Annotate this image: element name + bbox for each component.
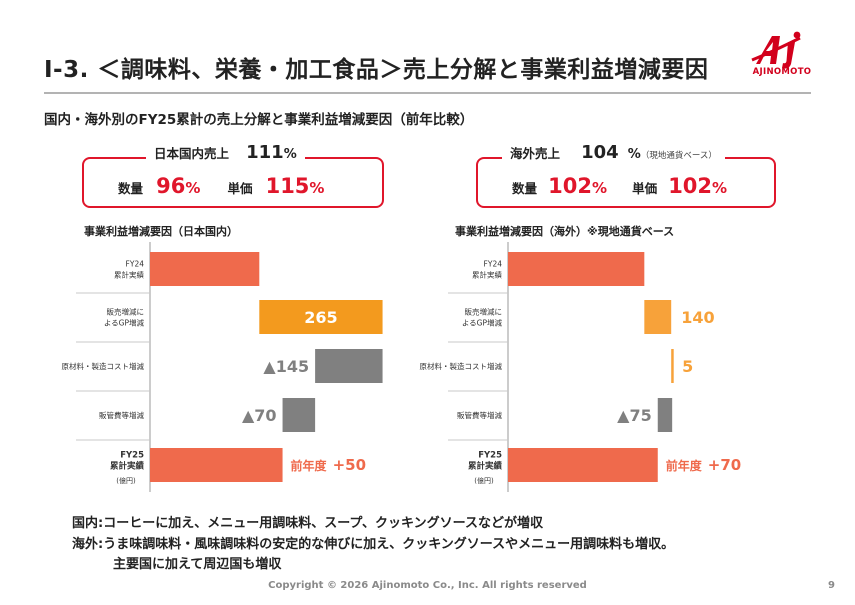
value-label-3: ▲70 [242, 406, 277, 425]
overseas-volume-price-row: 数量 102% 単価 102% [512, 174, 727, 198]
footer-domestic-note: 国内:コーヒーに加え、メニュー用調味料、スープ、クッキングソースなどが増収 [72, 516, 543, 531]
bar-delta-1 [644, 300, 672, 334]
footer-notes: 国内:コーヒーに加え、メニュー用調味料、スープ、クッキングソースなどが増収 海外… [72, 514, 674, 576]
footer-overseas-note: 海外:うま味調味料・風味調味料の安定的な伸びに加え、クッキングソースやメニュー用… [72, 536, 675, 552]
domestic-price-label: 単価 [227, 181, 253, 196]
domestic-sales-value: 111 [246, 142, 284, 163]
unit-label: (億円) [474, 476, 494, 485]
overseas-volume-unit: % [591, 179, 607, 197]
page-number: 9 [828, 580, 835, 591]
bar-delta-3 [657, 398, 673, 432]
domestic-volume-label: 数量 [118, 181, 144, 196]
domestic-volume-price-row: 数量 96% 単価 115% [118, 174, 324, 198]
domestic-profit-waterfall-chart: FY24累計実績販売増減によるGP増減原材料・製造コスト増減販管費等増減FY25… [62, 242, 383, 492]
domestic-sales-heading: 日本国内売上 111% [146, 142, 305, 163]
change-label-prefix: 前年度 [666, 458, 703, 473]
copyright: Copyright © 2026 Ajinomoto Co., Inc. All… [268, 580, 587, 591]
domestic-volume-value: 96 [156, 174, 186, 198]
domestic-volume-unit: % [185, 179, 201, 197]
bar-total-0 [150, 252, 260, 286]
overseas-sales-heading: 海外売上 104 %（現地通貨ベース） [502, 142, 725, 163]
domestic-chart-title: 事業利益増減要因（日本国内） [84, 225, 238, 238]
category-label-4-0: FY25 [478, 451, 502, 461]
change-label: 前年度 +70 [666, 456, 741, 474]
section-subtitle: 国内・海外別のFY25累計の売上分解と事業利益増減要因（前年比較） [44, 112, 474, 128]
category-label-0-0: FY24 [484, 260, 503, 269]
category-label-2-0: 原材料・製造コスト増減 [420, 361, 503, 371]
value-label-2: 5 [682, 357, 693, 376]
category-label-3-0: 販管費等増減 [457, 410, 502, 420]
change-label-prefix: 前年度 [291, 458, 328, 473]
domestic-price-unit: % [309, 179, 325, 197]
category-label-4-0: FY25 [120, 451, 144, 461]
domestic-sales-unit: % [283, 147, 297, 162]
domestic-sales-label: 日本国内売上 [154, 146, 230, 161]
page-title: Ⅰ-3. ＜調味料、栄養・加工食品＞売上分解と事業利益増減要因 [44, 57, 709, 83]
category-label-0-1: 累計実績 [114, 270, 144, 280]
bar-total-4 [150, 448, 283, 482]
category-label-2-0: 原材料・製造コスト増減 [62, 361, 145, 371]
overseas-volume-label: 数量 [512, 181, 538, 196]
category-label-1-0: 販売増減に [107, 307, 145, 317]
overseas-volume-value: 102 [548, 174, 592, 198]
unit-label: (億円) [116, 476, 136, 485]
bar-delta-3 [282, 398, 316, 432]
bar-total-4 [508, 448, 658, 482]
logo-wordmark: AJINOMOTO [752, 67, 812, 77]
overseas-sales-note: （現地通貨ベース） [640, 151, 717, 161]
domestic-price-value: 115 [265, 174, 310, 198]
category-label-1-1: よるGP増減 [104, 318, 145, 328]
overseas-price-label: 単価 [632, 181, 658, 196]
overseas-price-value: 102 [668, 174, 713, 198]
footer-overseas-note-2: 主要国に加えて周辺国も増収 [113, 557, 282, 572]
overseas-price-unit: % [712, 179, 728, 197]
value-label-2: ▲145 [263, 357, 309, 376]
bar-total-0 [508, 252, 645, 286]
bar-delta-1 [259, 300, 383, 334]
category-label-3-0: 販管費等増減 [99, 410, 144, 420]
change-label-value: +50 [333, 456, 366, 474]
bar-delta-2 [671, 349, 674, 383]
change-label: 前年度 +50 [291, 456, 366, 474]
overseas-sales-value: 104 [581, 142, 619, 163]
overseas-sales-label: 海外売上 [510, 146, 561, 161]
title-divider [44, 92, 811, 94]
overseas-chart-title: 事業利益増減要因（海外）※現地通貨ベース [455, 225, 675, 238]
ajinomoto-logo: AJINOMOTO [742, 30, 822, 85]
ajinomoto-logo-mark-icon [751, 31, 801, 69]
category-label-0-1: 累計実績 [472, 270, 502, 280]
overseas-sales-unit: % [627, 147, 641, 162]
category-label-0-0: FY24 [126, 260, 145, 269]
overseas-profit-waterfall-chart: FY24累計実績販売増減によるGP増減原材料・製造コスト増減販管費等増減FY25… [420, 242, 741, 492]
value-label-1: 140 [681, 308, 714, 327]
category-label-1-1: よるGP増減 [462, 318, 503, 328]
category-label-4-1: 累計実績 [110, 461, 145, 472]
category-label-4-1: 累計実績 [468, 461, 503, 472]
value-label-1: 265 [304, 308, 337, 327]
change-label-value: +70 [708, 456, 741, 474]
category-label-1-0: 販売増減に [465, 307, 503, 317]
value-label-3: ▲75 [617, 406, 652, 425]
bar-delta-2 [315, 349, 383, 383]
